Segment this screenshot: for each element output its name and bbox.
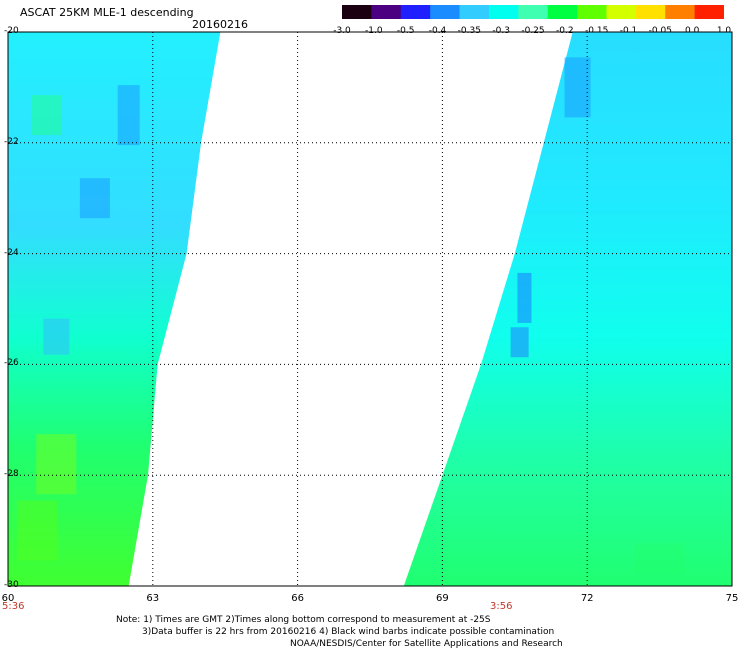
colorbar-swatch (518, 5, 549, 19)
x-tick-label: 69 (436, 593, 449, 604)
colorbar-swatch (635, 5, 666, 19)
colorbar-swatch (400, 5, 431, 19)
colorbar-label: -0.25 (521, 26, 545, 36)
x-tick-label: 63 (146, 593, 160, 604)
signal-patch (43, 318, 70, 355)
plot-frame (7, 31, 733, 587)
colorbar (342, 5, 724, 19)
colorbar-label: -0.05 (648, 26, 672, 36)
y-tick-label: -22 (4, 136, 19, 147)
swath-east (403, 32, 732, 586)
x-tick-label: 75 (725, 593, 739, 604)
colorbar-label: -1.0 (365, 26, 383, 36)
y-tick-label: -26 (4, 358, 19, 369)
colorbar-label: -0.15 (585, 26, 609, 36)
signal-patch (31, 95, 62, 136)
signal-patch (564, 57, 591, 118)
signal-patch (79, 178, 110, 219)
colorbar-label: -0.4 (428, 26, 447, 36)
signal-patch (36, 434, 77, 495)
signal-patch (16, 500, 57, 561)
colorbar-label: -0.5 (396, 26, 415, 36)
swath-time-label: 5:36 (2, 601, 25, 612)
colorbar-swatch (694, 5, 724, 19)
y-tick-label: -28 (4, 469, 19, 480)
signal-patch (117, 85, 140, 146)
colorbar-label: -0.1 (619, 26, 638, 36)
colorbar-label: -0.3 (492, 26, 510, 36)
x-tick-label: 72 (580, 593, 594, 604)
colorbar-label: -3.0 (333, 26, 351, 36)
colorbar-swatch (342, 5, 372, 19)
colorbar-label: 0.0 (684, 26, 700, 36)
colorbar-label: -0.2 (556, 26, 574, 36)
y-tick-label: -20 (4, 26, 19, 36)
colorbar-swatch (488, 5, 519, 19)
colorbar-label: 1.0 (716, 26, 732, 36)
x-tick-label: 60 (1, 593, 15, 604)
colorbar-swatch (547, 5, 578, 19)
note-line-3: NOAA/NESDIS/Center for Satellite Applica… (290, 639, 563, 649)
colorbar-label: -0.35 (457, 26, 481, 36)
x-tick-label: 66 (291, 593, 304, 604)
note-line-1: Note: 1) Times are GMT 2)Times along bot… (116, 615, 491, 625)
map-title: ASCAT 25KM MLE-1 descending (20, 6, 194, 19)
y-tick-label: -24 (4, 247, 19, 258)
signal-patch (510, 327, 529, 358)
colorbar-swatch (430, 5, 461, 19)
colorbar-swatch (371, 5, 402, 19)
colorbar-swatch (665, 5, 696, 19)
note-line-2: 3)Data buffer is 22 hrs from 20160216 4)… (142, 627, 555, 637)
swath-time-label: 3:56 (490, 601, 513, 612)
colorbar-swatch (606, 5, 637, 19)
colorbar-swatch (577, 5, 607, 19)
colorbar-swatch (459, 5, 490, 19)
signal-patch (517, 272, 532, 323)
y-tick-label: -30 (4, 580, 19, 590)
signal-patch (634, 543, 685, 574)
map-date: 20160216 (192, 18, 248, 31)
